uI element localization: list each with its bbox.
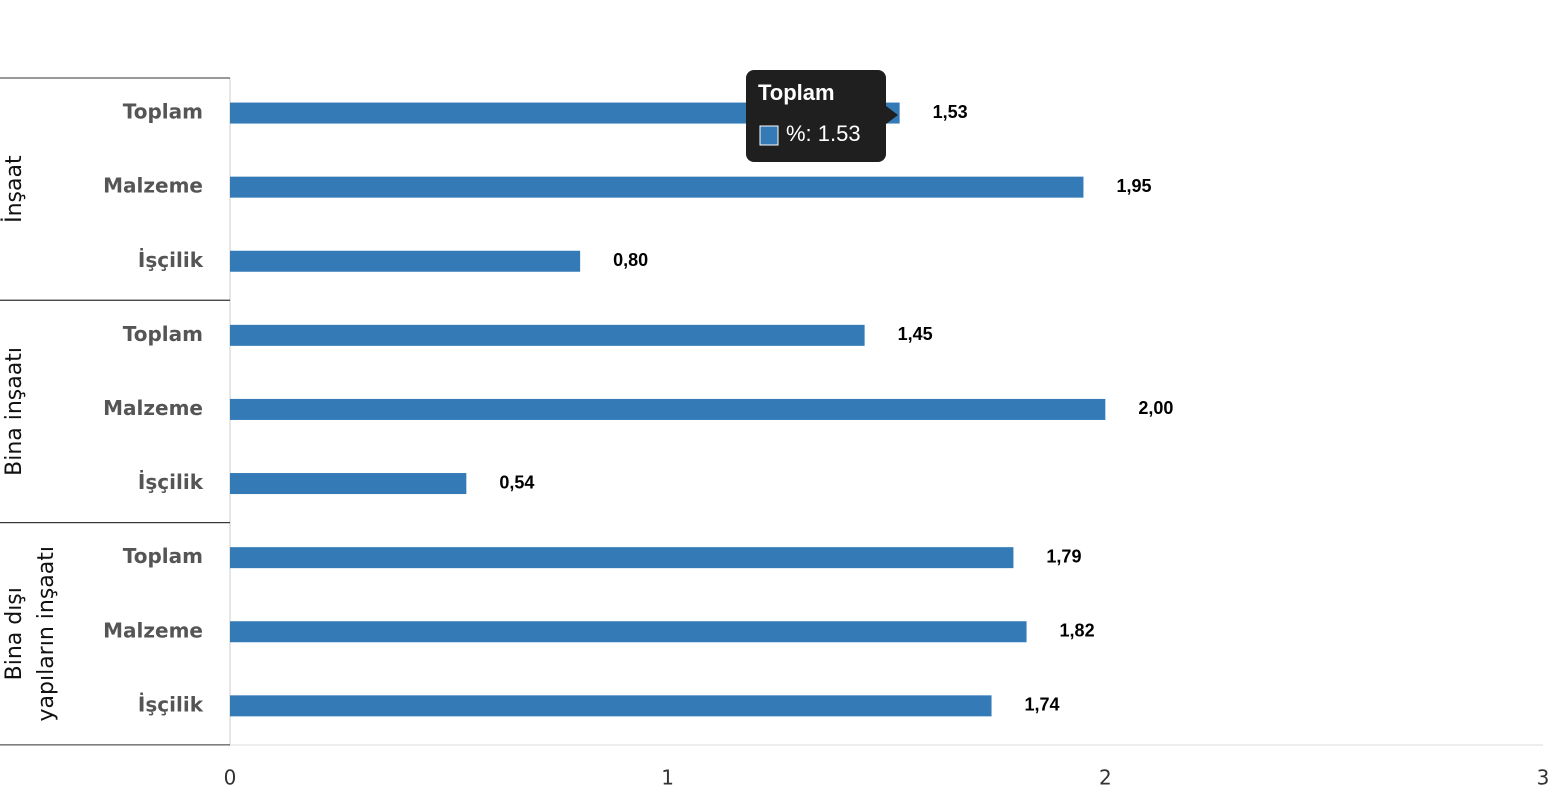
tooltip: Toplam %: 1.53 (746, 70, 898, 162)
category-label: İşçilik (138, 470, 204, 494)
bar (230, 102, 900, 124)
x-tick-label: 2 (1099, 766, 1112, 790)
bar (230, 176, 1084, 198)
bar (230, 398, 1106, 420)
value-label: 1,45 (898, 324, 933, 344)
bar (230, 621, 1027, 643)
value-label: 1,95 (1116, 176, 1151, 196)
category-label: İşçilik (138, 248, 204, 272)
category-label: Toplam (123, 544, 203, 568)
group-label: yapıların inşaatı (34, 546, 59, 721)
value-label: 0,80 (613, 250, 648, 270)
tooltip-arrow (886, 106, 898, 124)
bar (230, 324, 865, 346)
category-label: Toplam (123, 100, 203, 124)
tooltip-box (746, 70, 886, 162)
value-label: 2,00 (1138, 398, 1173, 418)
tooltip-title: Toplam (758, 80, 835, 105)
value-label: 1,79 (1046, 546, 1081, 566)
tooltip-swatch (759, 125, 779, 146)
x-tick-label: 3 (1537, 766, 1550, 790)
bar (230, 695, 992, 717)
category-label: Toplam (123, 322, 203, 346)
category-label: Malzeme (103, 174, 203, 198)
category-label: İşçilik (138, 692, 204, 716)
category-label: Malzeme (103, 396, 203, 420)
value-label: 0,54 (499, 472, 534, 492)
x-tick-label: 0 (224, 766, 237, 790)
bar (230, 250, 581, 272)
x-tick-label: 1 (661, 766, 674, 790)
value-label: 1,74 (1025, 695, 1060, 715)
group-label: İnşaat (1, 155, 27, 223)
value-label: 1,82 (1060, 621, 1095, 641)
category-label: Malzeme (103, 618, 203, 642)
bar (230, 473, 467, 495)
group-label: Bina inşaatı (2, 347, 27, 476)
value-label: 1,53 (933, 102, 968, 122)
group-label: Bina dışı (2, 587, 27, 680)
bar (230, 547, 1014, 569)
tooltip-text: %: 1.53 (786, 121, 861, 146)
